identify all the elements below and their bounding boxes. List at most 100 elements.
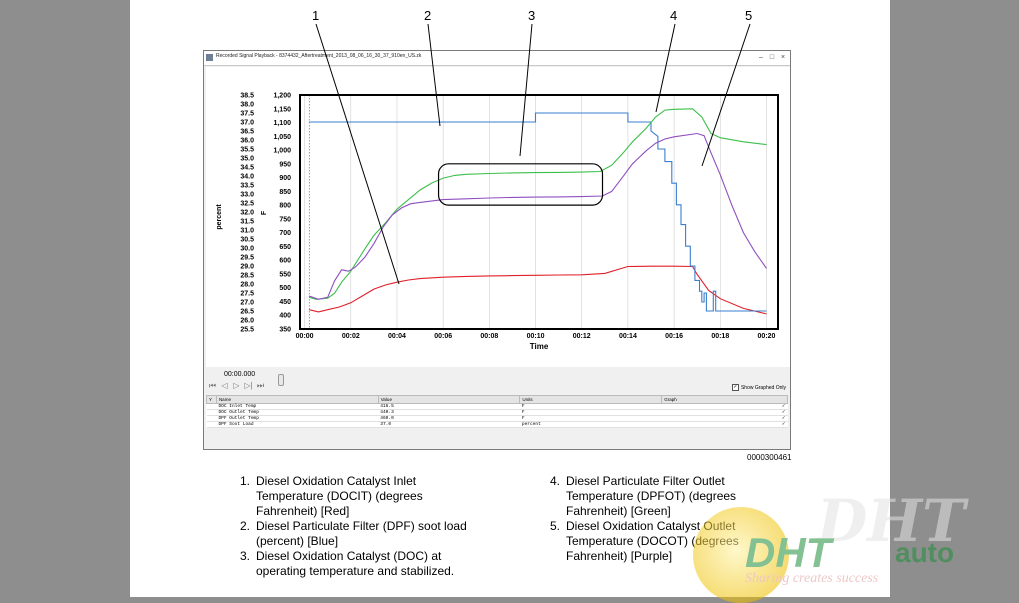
x-tick-label: 00:10 — [527, 333, 545, 340]
y-left-tick-label: 37.5 — [240, 111, 254, 118]
close-button[interactable]: × — [780, 54, 786, 61]
legend-num: 3. — [240, 549, 251, 563]
app-icon — [206, 54, 213, 61]
y-right-tick-label: 350 — [279, 327, 291, 334]
legend-item: 4. Diesel Particulate Filter Outlet Tempe… — [550, 474, 790, 519]
y-left-tick-label: 28.0 — [240, 282, 254, 289]
x-tick-label: 00:02 — [342, 333, 360, 340]
show-graphed-only-toggle[interactable]: ✓ Show Graphed Only — [731, 384, 786, 391]
x-tick-label: 00:08 — [480, 333, 498, 340]
window-titlebar: Recorded Signal Playback - 8374432_After… — [204, 51, 790, 66]
graph-checkbox[interactable]: ✓ — [661, 403, 788, 410]
column-value[interactable]: Value — [377, 395, 521, 404]
table-row[interactable]: DPF Soot Load 37.0 percent ✓ — [206, 421, 788, 428]
series-line-dpf_outlet — [309, 108, 767, 300]
y-right-tick-label: 750 — [279, 216, 291, 223]
step-back-button[interactable]: ◁ — [221, 381, 228, 390]
table-row[interactable]: DOC Inlet Temp 416.5 F ✓ — [206, 403, 788, 410]
legend-text: Diesel Particulate Filter Outlet Tempera… — [566, 474, 737, 518]
signal-chart: 00:00 00:02 00:04 00:06 00:08 00:10 00:12 00:14… — [216, 93, 779, 351]
signal-value: 440.3 — [378, 409, 520, 416]
y-right-tick-label: 650 — [279, 244, 291, 251]
y-left-tick-label: 28.5 — [240, 273, 254, 280]
y-left-tick-label: 32.0 — [240, 210, 254, 217]
y-left-axis-label: percent — [216, 204, 223, 230]
figure-id: 0000300461 — [747, 453, 792, 462]
y-left-tick-label: 35.5 — [240, 147, 254, 154]
column-graph[interactable]: Graph — [661, 395, 788, 404]
column-y[interactable]: Y — [206, 395, 217, 404]
legend-num: 1. — [240, 474, 251, 488]
legend-num: 4. — [550, 474, 561, 488]
y-right-tick-label: 800 — [279, 203, 291, 210]
series-line-doc_inlet — [309, 265, 767, 315]
signal-playback-window: Recorded Signal Playback - 8374432_After… — [203, 50, 791, 450]
highlight-region — [437, 163, 604, 206]
legend-num: 2. — [240, 519, 251, 533]
x-tick-label: 00:20 — [758, 333, 776, 340]
legend-left: 1. Diesel Oxidation Catalyst Inlet Temper… — [240, 474, 470, 579]
signal-name: DPF Soot Load — [216, 421, 379, 428]
y-right-tick-label: 600 — [279, 258, 291, 265]
y-right-tick-label: 450 — [279, 299, 291, 306]
signal-units: percent — [519, 421, 662, 428]
y-right-axis-label: F — [261, 210, 268, 215]
callout-2: 2 — [424, 8, 432, 23]
maximize-button[interactable]: □ — [769, 54, 775, 61]
signal-units: F — [519, 415, 662, 422]
show-graphed-checkbox[interactable]: ✓ — [731, 384, 739, 391]
y-left-tick-label: 32.5 — [240, 201, 254, 208]
signal-name: DOC Outlet Temp — [216, 409, 379, 416]
callout-5: 5 — [745, 8, 753, 23]
y-right-tick-label: 400 — [279, 313, 291, 320]
y-right-tick-label: 550 — [279, 271, 291, 278]
callout-1: 1 — [312, 8, 320, 23]
y-right-tick-label: 1,100 — [273, 120, 291, 127]
y-left-tick-label: 30.0 — [240, 246, 254, 253]
column-units[interactable]: Units — [519, 395, 663, 404]
legend-item: 2. Diesel Particulate Filter (DPF) soot l… — [240, 519, 470, 549]
minimize-button[interactable]: – — [759, 54, 763, 61]
plot-frame — [299, 94, 779, 330]
play-button[interactable]: ▷ — [233, 381, 240, 390]
signal-value: 460.0 — [378, 415, 520, 422]
y-left-tick-label: 34.5 — [240, 165, 254, 172]
y-left-tick-label: 30.5 — [240, 237, 254, 244]
graph-checkbox[interactable]: ✓ — [661, 421, 788, 428]
table-row[interactable]: DOC Outlet Temp 440.3 F ✓ — [206, 409, 788, 416]
signal-name: DPF Outlet Temp — [216, 415, 379, 422]
x-axis-label: Time — [530, 342, 549, 351]
y-left-tick-label: 26.5 — [240, 309, 254, 316]
dhtauto-watermark: DHT DHT auto Sharing creates success — [693, 487, 1015, 603]
skip-end-button[interactable]: ⏭ — [256, 381, 265, 390]
y-left-tick-label: 33.0 — [240, 192, 254, 199]
legend-text: Diesel Oxidation Catalyst (DOC) at opera… — [256, 549, 455, 578]
x-tick-label: 00:14 — [619, 333, 637, 340]
y-right-tick-label: 900 — [279, 175, 291, 182]
graph-checkbox[interactable]: ✓ — [661, 409, 788, 416]
y-left-tick-label: 38.5 — [240, 93, 254, 100]
table-row[interactable]: DPF Outlet Temp 460.0 F ✓ — [206, 415, 788, 422]
playback-slider-handle[interactable] — [278, 374, 284, 386]
y-left-tick-label: 38.0 — [240, 102, 254, 109]
y-right-tick-label: 1,050 — [273, 134, 291, 141]
skip-start-button[interactable]: ⏮ — [208, 381, 217, 390]
series-line-dpf_soot_load — [309, 112, 767, 312]
legend-item: 3. Diesel Oxidation Catalyst (DOC) at ope… — [240, 549, 470, 579]
x-tick-label: 00:00 — [296, 333, 314, 340]
signal-value: 416.5 — [378, 403, 520, 410]
y-right-tick-label: 1,000 — [273, 148, 291, 155]
step-forward-button[interactable]: ▷| — [244, 381, 253, 390]
y-right-tick-label: 850 — [279, 189, 291, 196]
legend-text: Diesel Oxidation Catalyst Inlet Temperat… — [256, 474, 423, 518]
legend-item: 1. Diesel Oxidation Catalyst Inlet Temper… — [240, 474, 470, 519]
callout-3: 3 — [528, 8, 536, 23]
signal-name: DOC Inlet Temp — [216, 403, 379, 410]
graph-checkbox[interactable]: ✓ — [661, 415, 788, 422]
x-tick-label: 00:16 — [665, 333, 683, 340]
watermark-auto: auto — [895, 537, 955, 568]
column-name[interactable]: Name — [215, 395, 379, 404]
watermark-brand-green: DHT — [745, 529, 832, 576]
y-left-tick-label: 31.5 — [240, 219, 254, 226]
signal-units: F — [519, 403, 662, 410]
